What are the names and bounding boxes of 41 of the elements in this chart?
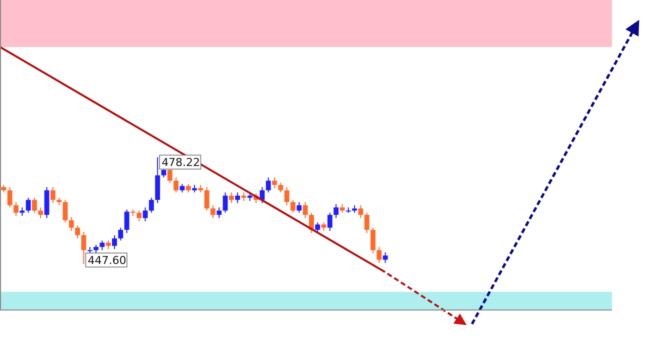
annotation: 447.60 <box>88 254 126 268</box>
candlestick <box>14 202 18 216</box>
candlestick <box>142 206 148 222</box>
candlestick <box>235 192 240 204</box>
candlestick <box>216 206 222 219</box>
candlestick <box>75 225 80 239</box>
candlestick <box>174 176 178 193</box>
candlestick <box>210 204 216 219</box>
candlestick <box>284 186 290 206</box>
candlestick <box>278 182 284 193</box>
candlestick <box>382 252 388 264</box>
candlestick <box>358 204 364 219</box>
candlestick <box>32 197 37 214</box>
candlestick <box>81 231 86 265</box>
candlestick <box>296 202 302 214</box>
candlestick <box>100 240 105 251</box>
candlestick <box>148 197 154 214</box>
candlestick <box>290 199 296 214</box>
candlestick <box>167 167 172 184</box>
candlestick <box>26 197 31 214</box>
candlestick <box>334 204 339 219</box>
candlestick <box>118 227 124 242</box>
candlestick <box>204 186 210 212</box>
candlestick <box>62 199 68 223</box>
candlestick <box>266 176 271 193</box>
candlestick <box>370 227 376 254</box>
candlestick <box>222 192 228 214</box>
candlestick <box>327 212 332 232</box>
candlestick <box>50 186 56 204</box>
candlestick <box>112 234 117 250</box>
candlestick <box>68 216 74 232</box>
candlestick <box>228 192 234 204</box>
candlestick <box>7 186 12 208</box>
candlestick <box>136 210 142 222</box>
candlestick <box>272 176 277 189</box>
candlestick <box>38 206 44 219</box>
candlestick <box>376 246 382 264</box>
candlestick <box>302 202 308 219</box>
candlestick <box>124 209 130 234</box>
annotation: 478.22 <box>162 156 200 170</box>
candlestick <box>364 212 370 234</box>
